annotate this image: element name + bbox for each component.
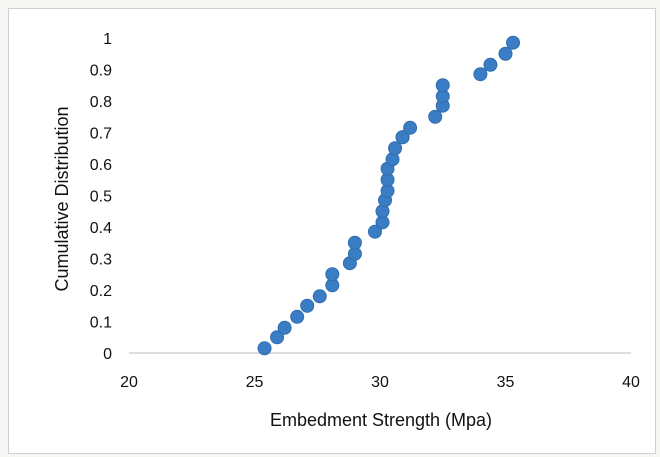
data-point xyxy=(270,330,285,345)
y-tick-label: 0.8 xyxy=(90,94,112,111)
data-point xyxy=(395,130,410,145)
data-point xyxy=(312,289,327,304)
x-tick-label: 35 xyxy=(497,374,515,391)
x-tick-label: 40 xyxy=(622,374,640,391)
y-axis-title: Cumulative Distribution xyxy=(52,106,72,291)
data-point xyxy=(300,298,315,313)
data-point xyxy=(473,67,488,82)
y-tick-label: 0.5 xyxy=(90,189,112,206)
data-point xyxy=(347,235,362,250)
data-point xyxy=(403,120,418,135)
scatter-chart: 0 0.1 0.2 0.3 0.4 0.5 0.6 0.7 0.8 0.9 1 20 25 30 35 40… xyxy=(52,31,640,430)
chart-frame: 0 0.1 0.2 0.3 0.4 0.5 0.6 0.7 0.8 0.9 1 20 25 30 35 40… xyxy=(8,8,656,454)
data-point xyxy=(325,267,340,282)
y-tick-label: 0.7 xyxy=(90,126,112,143)
x-tick-label: 25 xyxy=(246,374,264,391)
y-tick-label: 0.3 xyxy=(90,252,112,269)
data-point xyxy=(257,341,272,356)
x-axis-title: Embedment Strength (Mpa) xyxy=(270,410,492,430)
y-tick-label: 1 xyxy=(103,31,112,48)
data-point xyxy=(506,35,521,50)
x-tick-label: 30 xyxy=(371,374,389,391)
y-tick-label: 0.6 xyxy=(90,157,112,174)
data-point xyxy=(428,109,443,124)
y-tick-label: 0.4 xyxy=(90,220,112,237)
data-point xyxy=(277,320,292,335)
data-point xyxy=(388,141,403,156)
y-tick-label: 0.2 xyxy=(90,283,112,300)
data-point xyxy=(498,46,513,61)
y-tick-label: 0.1 xyxy=(90,315,112,332)
y-tick-label: 0.9 xyxy=(90,63,112,80)
data-point xyxy=(290,309,305,324)
y-tick-label: 0 xyxy=(103,346,112,363)
x-tick-label: 20 xyxy=(120,374,138,391)
data-point xyxy=(435,78,450,93)
data-point xyxy=(367,224,382,239)
data-point xyxy=(483,57,498,72)
